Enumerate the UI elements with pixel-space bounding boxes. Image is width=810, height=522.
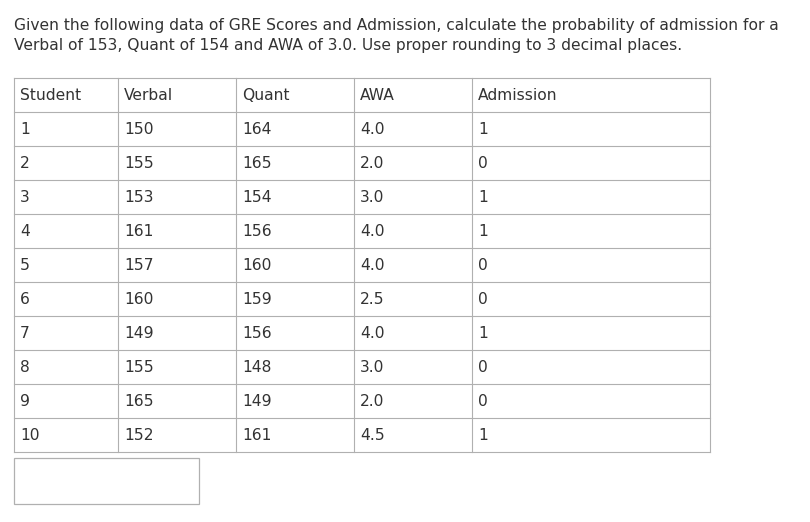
Text: 4.0: 4.0 — [360, 257, 385, 272]
Text: AWA: AWA — [360, 88, 395, 102]
Text: 6: 6 — [20, 291, 30, 306]
Text: 0: 0 — [478, 291, 488, 306]
Text: 8: 8 — [20, 360, 30, 374]
Text: 0: 0 — [478, 156, 488, 171]
Text: 155: 155 — [124, 156, 154, 171]
Text: Verbal: Verbal — [124, 88, 173, 102]
Text: 157: 157 — [124, 257, 154, 272]
Text: 0: 0 — [478, 360, 488, 374]
Text: 155: 155 — [124, 360, 154, 374]
Text: 1: 1 — [478, 428, 488, 443]
Text: 2: 2 — [20, 156, 30, 171]
Text: 161: 161 — [242, 428, 271, 443]
Text: 1: 1 — [20, 122, 30, 136]
Text: 2.0: 2.0 — [360, 156, 385, 171]
Text: 3.0: 3.0 — [360, 360, 385, 374]
Text: 9: 9 — [20, 394, 30, 409]
Text: 1: 1 — [478, 122, 488, 136]
Text: 161: 161 — [124, 223, 153, 239]
Text: 148: 148 — [242, 360, 271, 374]
Text: Admission: Admission — [478, 88, 557, 102]
Text: 159: 159 — [242, 291, 271, 306]
Text: 160: 160 — [242, 257, 271, 272]
Text: 165: 165 — [124, 394, 154, 409]
Text: 154: 154 — [242, 189, 271, 205]
Text: 7: 7 — [20, 326, 30, 340]
Text: 164: 164 — [242, 122, 271, 136]
Text: Student: Student — [20, 88, 81, 102]
Text: 156: 156 — [242, 326, 271, 340]
Text: 1: 1 — [478, 223, 488, 239]
Text: 165: 165 — [242, 156, 271, 171]
Text: 156: 156 — [242, 223, 271, 239]
Text: 160: 160 — [124, 291, 153, 306]
Text: 4.0: 4.0 — [360, 223, 385, 239]
Text: 4.0: 4.0 — [360, 326, 385, 340]
Text: 5: 5 — [20, 257, 30, 272]
Text: 3: 3 — [20, 189, 30, 205]
Text: 4.5: 4.5 — [360, 428, 385, 443]
Text: 1: 1 — [478, 326, 488, 340]
Text: 1: 1 — [478, 189, 488, 205]
Text: 0: 0 — [478, 257, 488, 272]
Text: 4: 4 — [20, 223, 30, 239]
Text: 2.5: 2.5 — [360, 291, 385, 306]
Text: 149: 149 — [124, 326, 154, 340]
Text: 2.0: 2.0 — [360, 394, 385, 409]
Text: 152: 152 — [124, 428, 154, 443]
Text: 3.0: 3.0 — [360, 189, 385, 205]
Text: 150: 150 — [124, 122, 154, 136]
Text: Verbal of 153, Quant of 154 and AWA of 3.0. Use proper rounding to 3 decimal pla: Verbal of 153, Quant of 154 and AWA of 3… — [14, 38, 682, 53]
Text: 0: 0 — [478, 394, 488, 409]
Text: 153: 153 — [124, 189, 154, 205]
Text: 10: 10 — [20, 428, 40, 443]
Text: Quant: Quant — [242, 88, 289, 102]
Text: 4.0: 4.0 — [360, 122, 385, 136]
Text: Given the following data of GRE Scores and Admission, calculate the probability : Given the following data of GRE Scores a… — [14, 18, 778, 33]
Text: 149: 149 — [242, 394, 271, 409]
Bar — [14, 458, 199, 504]
